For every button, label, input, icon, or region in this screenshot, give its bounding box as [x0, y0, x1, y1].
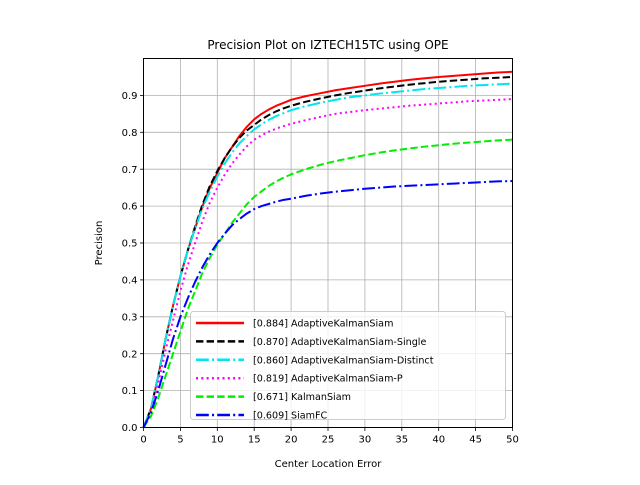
x-tick-label: 25 — [322, 435, 335, 446]
legend-label-2: [0.860] AdaptiveKalmanSiam-Distinct — [253, 355, 434, 366]
x-tick-label: 15 — [248, 435, 261, 446]
legend-entries: [0.884] AdaptiveKalmanSiam [0.870] Adapti… — [196, 319, 434, 422]
x-tick-label: 35 — [395, 435, 408, 446]
chart-title: Precision Plot on IZTECH15TC using OPE — [207, 38, 448, 52]
x-tick-label: 10 — [211, 435, 224, 446]
y-tick-label: 0.2 — [122, 349, 138, 360]
series-line-5 — [142, 180, 513, 428]
y-tick-label: 0.5 — [122, 239, 138, 250]
y-tick-label: 0.1 — [122, 386, 138, 397]
y-tick-label: 0.9 — [122, 91, 138, 102]
x-tick-label: 50 — [506, 435, 519, 446]
legend-label-3: [0.819] AdaptiveKalmanSiam-P — [253, 374, 403, 385]
axis-ticks: 0 5 10 15 20 25 30 35 40 45 50 0.0 0.1 0.2 0.3 0.4 0.5 0.… — [122, 91, 519, 446]
y-axis-label: Precision — [94, 221, 105, 266]
y-tick-label: 0.0 — [122, 423, 138, 434]
plot-frame — [143, 58, 513, 428]
y-tick-label: 0.7 — [122, 165, 138, 176]
x-tick-label: 40 — [432, 435, 445, 446]
legend-label-0: [0.884] AdaptiveKalmanSiam — [253, 319, 393, 330]
y-tick-label: 0.6 — [122, 202, 138, 213]
x-tick-label: 5 — [177, 435, 183, 446]
y-tick-label: 0.4 — [122, 276, 138, 287]
y-tick-label: 0.8 — [122, 128, 138, 139]
series-lines — [142, 70, 513, 429]
legend: [0.884] AdaptiveKalmanSiam [0.870] Adapti… — [190, 311, 506, 422]
x-axis-label: Center Location Error — [275, 459, 383, 470]
legend-label-5: [0.609] SiamFC — [253, 411, 327, 422]
x-tick-label: 45 — [469, 435, 482, 446]
x-tick-label: 20 — [285, 435, 298, 446]
legend-label-1: [0.870] AdaptiveKalmanSiam-Single — [253, 337, 426, 348]
legend-frame — [190, 311, 506, 420]
y-tick-label: 0.3 — [122, 312, 138, 323]
series-line-2 — [142, 82, 513, 428]
series-line-4 — [142, 138, 513, 429]
x-tick-label: 0 — [140, 435, 146, 446]
legend-label-4: [0.671] KalmanSiam — [253, 392, 351, 403]
x-tick-label: 30 — [359, 435, 372, 446]
